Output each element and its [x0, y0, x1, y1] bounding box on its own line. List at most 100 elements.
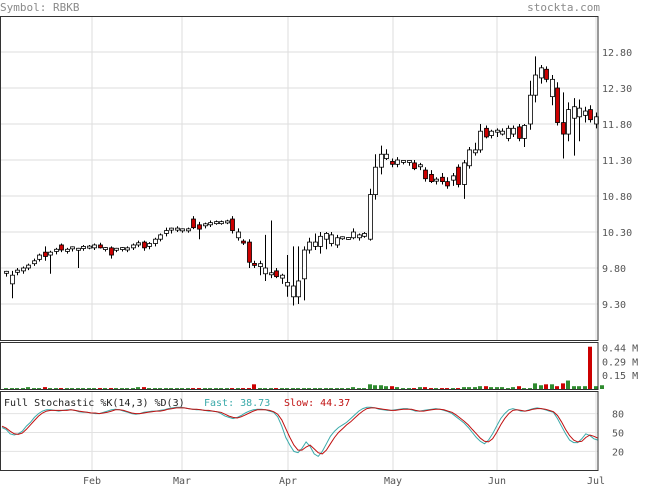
price-candle [329, 232, 334, 247]
candle-body [247, 241, 252, 263]
volume-bar [533, 383, 537, 389]
price-candle [214, 220, 219, 225]
candle-body [511, 127, 516, 135]
stochastic-panel: Full Stochastic %K(14,3) %D(3) Fast: 38.… [0, 398, 599, 458]
candle-body [280, 274, 285, 279]
stochastic-slow-label: Slow: 44.37 [284, 398, 350, 409]
candle-body [98, 244, 103, 249]
candle-body [533, 74, 538, 96]
month-tick-label: May [384, 476, 402, 486]
candle-body [418, 164, 423, 168]
volume-bar [21, 388, 25, 389]
volume-bar [43, 387, 47, 389]
volume-bar [48, 388, 52, 389]
candle-body [555, 87, 560, 123]
candle-body [70, 246, 75, 250]
price-candle [324, 232, 329, 250]
volume-bar [362, 388, 366, 389]
price-candle [175, 226, 180, 232]
month-tick-label: Feb [83, 476, 101, 486]
volume-bar [456, 388, 460, 389]
volume-bar [114, 388, 118, 389]
price-candle [412, 160, 417, 171]
volume-bar [186, 388, 190, 389]
volume-bar [329, 388, 333, 389]
symbol-label: Symbol: RBKB [0, 1, 80, 14]
price-candle [296, 246, 301, 304]
candle-body [186, 228, 191, 232]
candle-body [120, 247, 125, 250]
candle-body [175, 227, 180, 231]
candle-body [340, 236, 345, 240]
volume-tick-label: 0.15 M [602, 371, 638, 382]
panel-frame [0, 16, 599, 341]
volume-bar [81, 388, 85, 389]
volume-bar [263, 388, 267, 389]
price-tick-label: 12.30 [602, 84, 632, 95]
candle-body [517, 126, 522, 139]
candle-body [335, 237, 340, 246]
panel-frame [0, 391, 599, 471]
volume-bar [291, 388, 295, 389]
price-tick-label: 9.30 [602, 300, 626, 311]
price-candle [318, 232, 323, 254]
price-candle [566, 102, 571, 142]
volume-bar [76, 388, 80, 389]
candle-body [550, 78, 555, 98]
price-candle [263, 234, 268, 281]
candle-body [588, 109, 593, 121]
price-candle [307, 237, 312, 254]
month-tick-label: Jun [488, 476, 506, 486]
candle-body [296, 280, 301, 298]
candle-body [32, 260, 37, 265]
volume-bar [230, 388, 234, 389]
price-candle [125, 246, 130, 253]
volume-bar [412, 388, 416, 389]
price-candle [511, 125, 516, 137]
price-candle [247, 239, 252, 268]
volume-bar [54, 388, 58, 389]
price-candle [362, 232, 367, 238]
volume-bar [368, 384, 372, 389]
price-candle [533, 56, 538, 103]
candle-body [473, 149, 478, 154]
price-tick-label: 12.80 [602, 48, 632, 59]
candle-body [164, 230, 169, 234]
volume-bar [158, 388, 162, 389]
price-candle [252, 260, 257, 268]
price-candle [43, 246, 48, 261]
price-candle [120, 247, 125, 252]
month-tick-label: Mar [173, 476, 191, 486]
volume-bar [241, 388, 245, 389]
price-candle [26, 263, 31, 271]
candle-body [462, 162, 467, 185]
candle-body [285, 281, 290, 287]
candle-body [329, 234, 334, 244]
price-candle [588, 105, 593, 123]
candle-body [87, 245, 92, 249]
price-candle [495, 128, 500, 137]
candle-body [351, 231, 356, 239]
volume-bar [70, 388, 74, 389]
price-candle [407, 160, 412, 166]
price-candle [241, 239, 246, 245]
candle-body [445, 181, 450, 187]
volume-bar [484, 386, 488, 389]
price-candle [186, 227, 191, 233]
volume-bar [180, 388, 184, 389]
candle-body [500, 130, 505, 135]
candle-body [522, 125, 527, 139]
volume-bar [539, 385, 543, 389]
candle-body [142, 241, 147, 249]
volume-bar [258, 388, 262, 389]
volume-bar [544, 384, 548, 389]
price-candle [346, 237, 351, 240]
price-candle [478, 124, 483, 153]
site-name[interactable]: stockta.com [527, 1, 600, 14]
price-candle [153, 237, 158, 247]
price-candle [489, 129, 494, 139]
price-grid [0, 16, 598, 470]
volume-bar [506, 388, 510, 389]
price-candle [561, 92, 566, 159]
candle-body [208, 222, 213, 226]
